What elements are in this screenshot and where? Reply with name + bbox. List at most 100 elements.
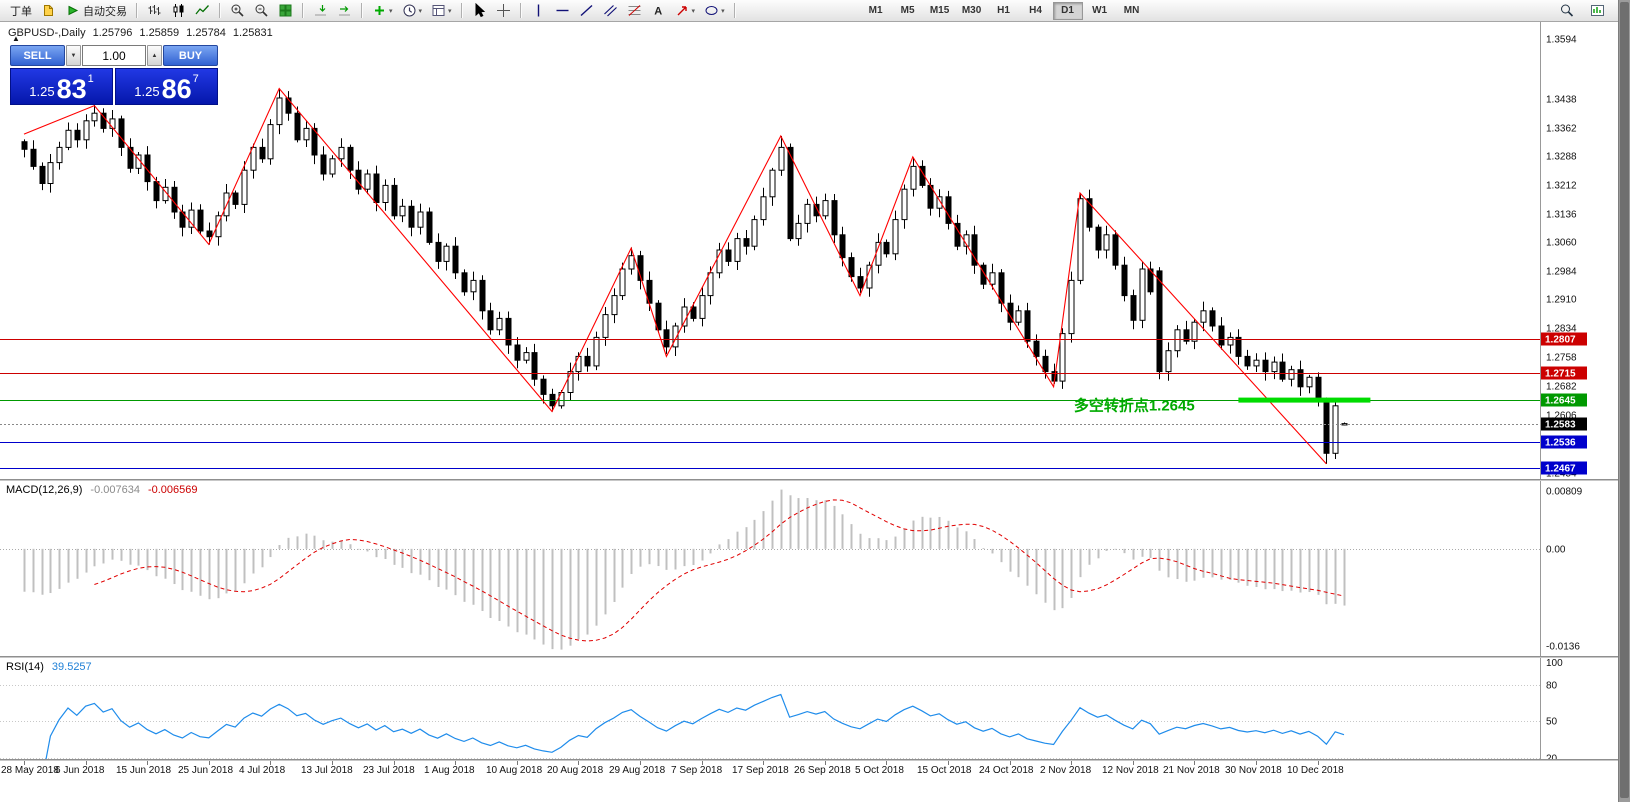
- shapes-button[interactable]: ▾: [700, 0, 729, 21]
- price-label: 1.2910: [1546, 295, 1577, 306]
- candle: [1077, 193, 1084, 285]
- line-chart-button[interactable]: [191, 0, 214, 21]
- zigzag-line[interactable]: [23, 87, 1327, 465]
- templates-button[interactable]: ▾: [427, 0, 456, 21]
- buy-button[interactable]: BUY: [163, 45, 218, 66]
- bar-chart-button[interactable]: [143, 0, 166, 21]
- channel-button[interactable]: [599, 0, 622, 21]
- autotrading-button-label: 自动交易: [83, 5, 127, 18]
- candle: [1235, 329, 1242, 365]
- date-tick: [702, 761, 703, 765]
- text-button[interactable]: A: [647, 0, 670, 21]
- candle: [1306, 374, 1313, 394]
- horizontal-line-button[interactable]: [551, 0, 574, 21]
- autotrading-button[interactable]: 自动交易: [61, 0, 131, 21]
- candle: [681, 298, 688, 333]
- one-click-trading-panel: SELL ▼ ▲ BUY 1.25 83 1 1.25 86 7: [10, 45, 218, 105]
- price-tag-1.2536: [1541, 435, 1587, 449]
- arrows-button[interactable]: ▾: [671, 0, 700, 21]
- buy-price-point: 7: [192, 73, 199, 85]
- timeframe-button-H4[interactable]: H4: [1029, 4, 1042, 16]
- cursor-button[interactable]: [468, 0, 491, 21]
- zoom-in-button[interactable]: [226, 0, 249, 21]
- candle: [1139, 261, 1146, 329]
- macd-signal-line: [94, 499, 1345, 642]
- crosshair-button[interactable]: [492, 0, 515, 21]
- candlestick-button[interactable]: [167, 0, 190, 21]
- svg-text:A: A: [654, 6, 662, 18]
- new-chart-button[interactable]: [1586, 0, 1609, 21]
- macd-axis-label: 0.00: [1546, 545, 1566, 556]
- vertical-scrollbar[interactable]: [1618, 0, 1630, 802]
- volume-input[interactable]: [82, 45, 146, 66]
- rsi-panel[interactable]: 100 80 50 20: [0, 658, 1618, 759]
- one-click-collapse-button[interactable]: ▲: [12, 34, 20, 43]
- timeframe-button-MN[interactable]: MN: [1123, 4, 1140, 16]
- timeframe-button-M30[interactable]: M30: [961, 4, 982, 16]
- candle: [1121, 256, 1128, 302]
- timeframe-button-M1[interactable]: M1: [868, 4, 883, 16]
- time-axis[interactable]: 28 May 2018 6 Jun 2018 15 Jun 2018 25 Jun 2…: [0, 761, 1618, 777]
- candle: [848, 252, 855, 282]
- auto-scroll-button[interactable]: [333, 0, 356, 21]
- panel-separator[interactable]: [0, 479, 1618, 481]
- candle: [294, 106, 301, 143]
- date-tick: [763, 761, 764, 765]
- candle: [188, 202, 195, 234]
- zoom-out-icon: [255, 4, 268, 17]
- timeframe-button-H1[interactable]: H1: [997, 4, 1010, 16]
- timeframe-button-D1[interactable]: D1: [1052, 1, 1083, 20]
- annotation-text[interactable]: 多空转折点1.2645: [1074, 397, 1195, 415]
- candle: [778, 136, 785, 176]
- candle: [223, 183, 230, 222]
- candle: [452, 237, 459, 279]
- fibonacci-button[interactable]: [623, 0, 646, 21]
- rsi-line: [45, 693, 1345, 759]
- date-label: 20 Aug 2018: [547, 765, 604, 776]
- volume-increase-button[interactable]: ▲: [147, 45, 162, 66]
- macd-panel[interactable]: 0.00809 0.00 -0.0136: [0, 481, 1618, 656]
- candle: [100, 108, 107, 133]
- candle: [716, 242, 723, 279]
- panel-separator[interactable]: [0, 759, 1618, 761]
- candle: [144, 146, 151, 191]
- indicators-button[interactable]: ▾: [368, 0, 397, 21]
- chart-shift-button[interactable]: [309, 0, 332, 21]
- candles-icon: [173, 4, 184, 17]
- sell-price-panel[interactable]: 1.25 83 1: [10, 68, 113, 105]
- vertical-line-button[interactable]: [527, 0, 550, 21]
- highlight-bar[interactable]: [1238, 397, 1371, 403]
- candle: [769, 167, 776, 206]
- panel-separator[interactable]: [0, 656, 1618, 658]
- candle: [83, 114, 90, 149]
- timeframe-button-M5[interactable]: M5: [900, 4, 915, 16]
- tile-windows-button[interactable]: [274, 0, 297, 21]
- zoom-out-button[interactable]: [250, 0, 273, 21]
- candle: [382, 179, 389, 211]
- volume-decrease-button[interactable]: ▼: [66, 45, 81, 66]
- main-chart[interactable]: 1.3594 1.3438 1.3362 1.3288 1.3212 1.3136 1.30…: [0, 22, 1618, 479]
- candle: [813, 196, 820, 223]
- timeframe-button-W1[interactable]: W1: [1092, 4, 1108, 16]
- candle: [663, 320, 670, 354]
- candle: [1112, 230, 1119, 270]
- date-label: 1 Aug 2018: [424, 765, 475, 776]
- search-button[interactable]: [1555, 0, 1578, 21]
- sell-button[interactable]: SELL: [10, 45, 65, 66]
- scrollbar-thumb[interactable]: [1620, 2, 1629, 798]
- date-tick: [1318, 761, 1319, 765]
- new-order-button[interactable]: [37, 0, 60, 21]
- buy-price-panel[interactable]: 1.25 86 7: [115, 68, 218, 105]
- timeframe-button-M15[interactable]: M15: [929, 4, 950, 16]
- orders-button[interactable]: 丁单: [3, 0, 36, 21]
- trendline-button[interactable]: [575, 0, 598, 21]
- candle: [1068, 271, 1075, 343]
- tile-icon: [279, 4, 292, 17]
- candle: [1183, 320, 1190, 345]
- periods-button[interactable]: ▾: [398, 0, 427, 21]
- candle: [1218, 317, 1225, 350]
- candle: [276, 88, 283, 135]
- date-tick: [517, 761, 518, 765]
- candle: [329, 155, 336, 178]
- candle: [883, 239, 890, 258]
